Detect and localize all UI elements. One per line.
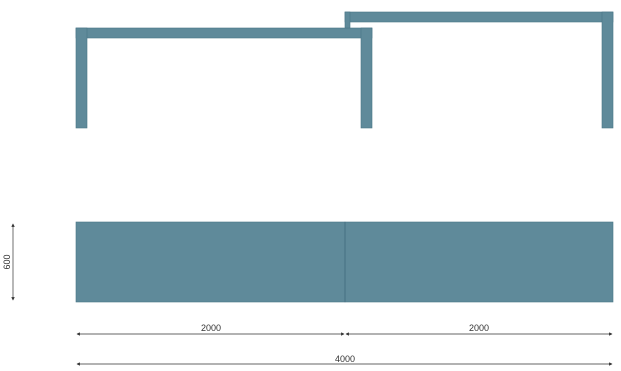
left-table-leg-outer — [75, 27, 88, 129]
section-width-dimensions: 2000 2000 — [76, 323, 613, 336]
left-table-leg-inner — [360, 27, 373, 129]
left-table-top-beam — [75, 27, 373, 39]
right-table-frame — [344, 11, 614, 129]
elevation-view — [75, 11, 614, 129]
right-table-top-beam — [344, 11, 614, 23]
total-width-dimension: 4000 — [76, 354, 613, 366]
right-width-label: 2000 — [469, 323, 489, 333]
height-dimension: 600 — [2, 223, 15, 301]
left-width-label: 2000 — [201, 323, 221, 333]
left-table-top-plan — [75, 221, 346, 303]
right-table-leg-outer — [601, 11, 614, 129]
left-table-frame — [75, 27, 373, 129]
right-table-top-plan — [344, 221, 614, 303]
total-width-label: 4000 — [335, 354, 355, 364]
right-table-leg-left — [344, 11, 351, 29]
height-dimension-label: 600 — [2, 254, 12, 269]
plan-view — [75, 221, 614, 303]
